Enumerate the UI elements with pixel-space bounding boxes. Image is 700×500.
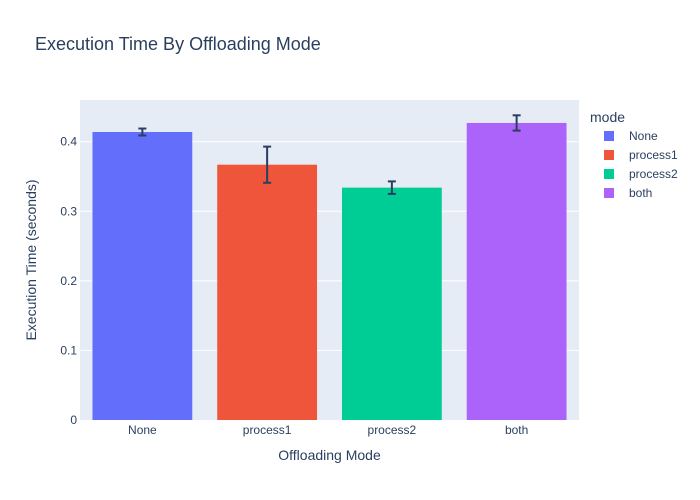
legend-label-process2: process2 <box>629 167 678 181</box>
legend-label-both: both <box>629 186 652 200</box>
legend-swatch-none <box>604 131 614 141</box>
x-tick-label-both: both <box>505 423 528 437</box>
x-tick-label-none: None <box>128 423 157 437</box>
y-tick-labels: 0 0.1 0.2 0.3 0.4 <box>60 135 77 427</box>
legend-swatch-both <box>604 188 614 198</box>
y-tick-label-3: 0.3 <box>60 204 77 218</box>
y-tick-label-1: 0.1 <box>60 343 77 357</box>
y-tick-label-2: 0.2 <box>60 274 77 288</box>
legend-label-none: None <box>629 129 658 143</box>
error-bar-both <box>512 114 521 132</box>
y-axis-title: Execution Time (seconds) <box>23 179 39 340</box>
y-tick-label-4: 0.4 <box>60 135 77 149</box>
x-axis-title: Offloading Mode <box>278 447 381 463</box>
legend-item-process1[interactable]: process1 <box>604 148 678 162</box>
error-bars <box>138 114 521 195</box>
y-tick-label-0: 0 <box>70 413 77 427</box>
legend-title: mode <box>590 109 625 125</box>
legend-label-process1: process1 <box>629 148 678 162</box>
error-bar-process2 <box>387 180 396 195</box>
chart-title: Execution Time By Offloading Mode <box>35 34 321 54</box>
bars <box>92 122 567 421</box>
x-tick-label-process1: process1 <box>243 423 292 437</box>
legend-item-none[interactable]: None <box>604 129 658 143</box>
legend-swatch-process2 <box>604 169 614 179</box>
x-tick-label-process2: process2 <box>368 423 417 437</box>
legend-swatch-process1 <box>604 150 614 160</box>
error-bar-none <box>138 127 147 137</box>
legend: mode None process1 process2 both <box>590 109 678 200</box>
error-bar-process1 <box>263 145 272 184</box>
legend-item-process2[interactable]: process2 <box>604 167 678 181</box>
bar-process1 <box>217 164 318 420</box>
bar-none <box>92 132 193 420</box>
x-tick-labels: None process1 process2 both <box>128 423 528 437</box>
bar-both <box>466 122 567 421</box>
legend-items: None process1 process2 both <box>604 129 678 200</box>
legend-item-both[interactable]: both <box>604 186 652 200</box>
bar-process2 <box>341 187 442 420</box>
